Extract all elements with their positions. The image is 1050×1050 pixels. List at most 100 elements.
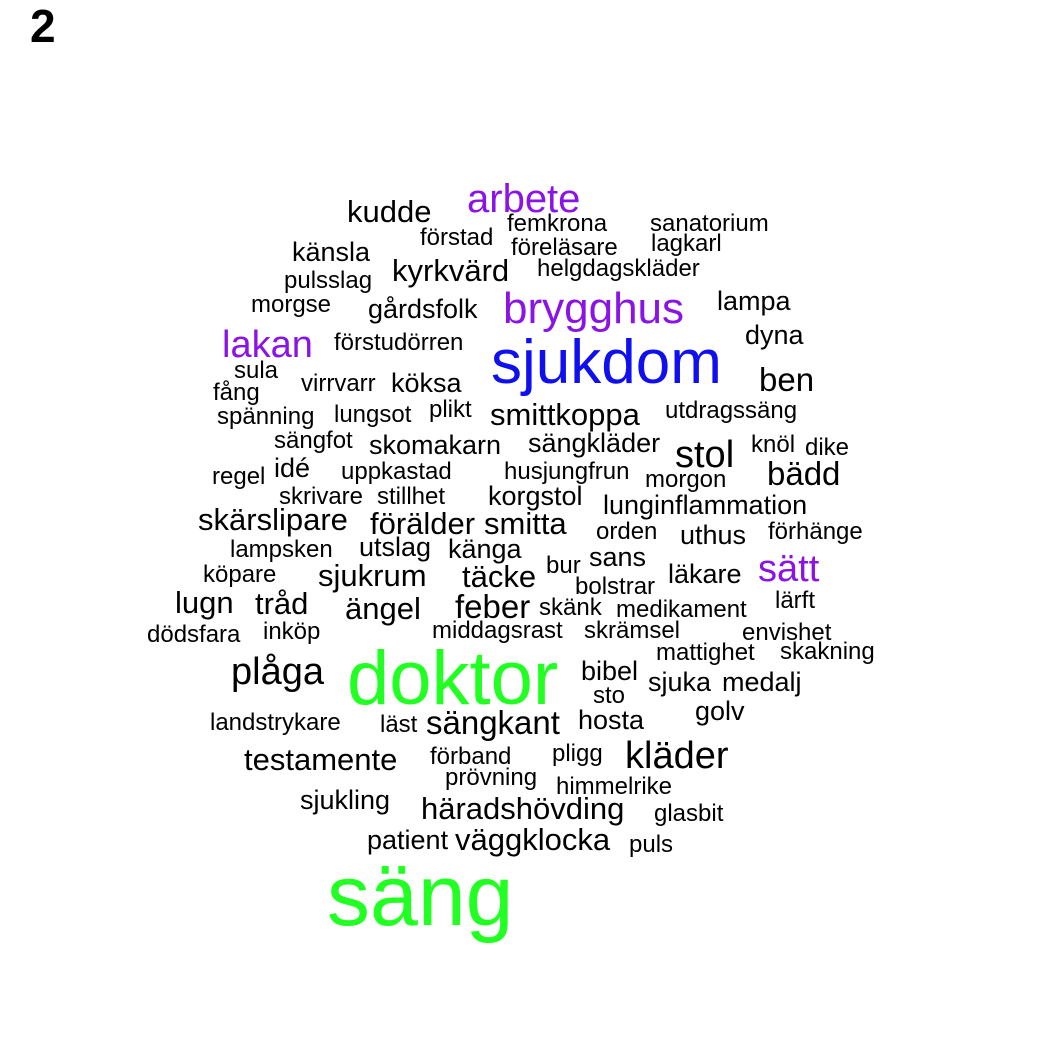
word-landstrykare: landstrykare [210, 709, 341, 736]
word-bur: bur [546, 552, 581, 579]
word-sjukling: sjukling [300, 785, 391, 815]
word-ide: idé [274, 453, 311, 483]
word-middagsrast: middagsrast [432, 617, 563, 644]
word-arbete: arbete [467, 177, 581, 221]
word-last: läst [380, 711, 418, 738]
word-lakare: läkare [668, 559, 742, 589]
word-medikament: medikament [616, 596, 747, 623]
word-uthus: uthus [680, 520, 747, 550]
word-brygghus: brygghus [503, 284, 685, 333]
word-utslag: utslag [359, 532, 432, 562]
word-stol: stol [675, 434, 735, 476]
word-skakning: skakning [780, 638, 875, 665]
word-koksa: köksa [391, 368, 462, 398]
word-puls: puls [629, 831, 674, 858]
word-kanga: känga [448, 534, 522, 564]
word-husjungfrun: husjungfrun [504, 458, 630, 485]
word-mattighet: mattighet [656, 639, 755, 666]
word-dike: dike [805, 434, 850, 461]
word-sangfot: sängfot [274, 427, 353, 454]
word-korgstol: korgstol [488, 481, 583, 511]
word-plikt: plikt [429, 396, 472, 423]
word-feber: feber [455, 588, 531, 625]
word-pligg: pligg [552, 740, 603, 767]
word-kansla: känsla [292, 237, 371, 267]
word-sto: sto [593, 682, 626, 709]
word-morgon: morgon [645, 466, 727, 493]
word-kudde: kudde [347, 194, 432, 229]
word-sangkant: sängkant [426, 704, 560, 741]
word-smitta: smitta [484, 506, 567, 541]
word-utdragssang: utdragssäng [665, 397, 798, 424]
word-sjuka: sjuka [648, 667, 712, 697]
word-skarslipare: skärslipare [198, 502, 348, 537]
word-hosta: hosta [578, 705, 645, 735]
word-patient: patient [367, 825, 449, 855]
word-virrvarr: virrvarr [301, 370, 376, 397]
word-skank: skänk [539, 594, 602, 621]
word-angel: ängel [345, 591, 421, 626]
word-forstudorren: förstudörren [334, 329, 464, 356]
word-himmelrike: himmelrike [556, 773, 673, 800]
word-lagkarl: lagkarl [651, 230, 722, 257]
word-kopare: köpare [203, 561, 277, 588]
word-helgdagsklader: helgdagskläder [537, 255, 700, 282]
word-uppkastad: uppkastad [341, 458, 452, 485]
word-smittkoppa: smittkoppa [490, 397, 640, 432]
word-inkop: inköp [263, 618, 321, 645]
word-plaga: plåga [231, 651, 324, 693]
word-larft: lärft [775, 587, 816, 614]
word-bolstrar: bolstrar [575, 573, 656, 600]
word-sang: säng [327, 848, 514, 944]
word-spanning: spänning [217, 403, 315, 430]
word-dyna: dyna [745, 320, 804, 350]
word-testamente: testamente [244, 742, 398, 777]
word-fang: fång [213, 379, 260, 406]
word-forhange: förhänge [768, 518, 863, 545]
word-envishet: envishet [742, 619, 832, 646]
word-vaggklocka: väggklocka [455, 822, 611, 857]
word-sangklader: sängkläder [528, 428, 661, 458]
word-glasbit: glasbit [654, 800, 724, 827]
word-sula: sula [234, 357, 279, 384]
word-knol: knöl [751, 431, 796, 458]
word-golv: golv [695, 696, 745, 726]
word-regel: regel [212, 463, 266, 490]
word-tacke: täcke [462, 559, 537, 594]
word-sjukdom: sjukdom [491, 328, 722, 397]
word-provning: prövning [445, 764, 538, 791]
word-lugn: lugn [175, 585, 234, 620]
word-lunginflammation: lunginflammation [603, 490, 808, 520]
word-skomakarn: skomakarn [369, 430, 502, 460]
word-bibel: bibel [581, 656, 639, 686]
word-orden: orden [596, 518, 658, 545]
word-ben: ben [759, 361, 815, 398]
word-gardsfolk: gårdsfolk [368, 294, 478, 324]
word-haradshovding: häradshövding [421, 791, 625, 826]
word-skrivare: skrivare [279, 483, 364, 510]
word-pulsslag: pulsslag [284, 267, 373, 294]
word-dodsfara: dödsfara [147, 621, 241, 648]
word-lakan: lakan [222, 324, 313, 366]
word-stillhet: stillhet [377, 483, 446, 510]
word-forelasare: föreläsare [511, 234, 618, 261]
word-doktor: doktor [347, 636, 559, 721]
panel-label: 2 [30, 0, 56, 52]
word-lampsken: lampsken [230, 536, 333, 563]
word-sanatorium: sanatorium [650, 210, 769, 237]
word-medalj: medalj [722, 667, 802, 697]
word-lungsot: lungsot [334, 401, 412, 428]
word-kyrkvard: kyrkvärd [392, 253, 510, 288]
word-forstad: förstad [420, 224, 494, 251]
word-morgse: morgse [251, 291, 332, 318]
word-badd: bädd [767, 455, 841, 492]
word-trad: tråd [255, 586, 309, 621]
word-sjukrum: sjukrum [318, 558, 427, 593]
word-femkrona: femkrona [507, 210, 608, 237]
word-satt: sätt [758, 548, 820, 590]
word-forband: förband [430, 743, 512, 770]
word-foralder: förälder [370, 506, 476, 541]
word-lampa: lampa [717, 286, 791, 316]
word-klader: kläder [625, 735, 729, 777]
